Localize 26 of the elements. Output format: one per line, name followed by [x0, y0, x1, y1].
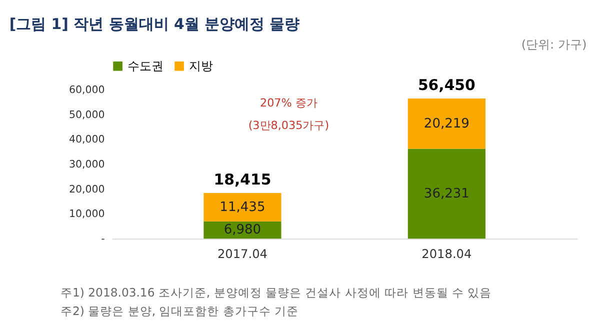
x-tick-label: 2017.04	[217, 246, 268, 261]
x-tick-label: 2018.04	[422, 246, 472, 261]
total-label: 18,415	[214, 170, 272, 189]
data-label: 6,980	[224, 222, 262, 238]
bar	[408, 98, 486, 149]
y-tick-label: 10,000	[68, 208, 105, 220]
text: 주2) 물량은 분양, 임대포함한 총가구수 기준	[60, 304, 299, 318]
legend-label: 수도권	[128, 58, 164, 73]
total-label: 56,450	[418, 76, 476, 94]
annotation: (3만8,035가구)	[248, 118, 330, 132]
y-tick-label: 60,000	[68, 84, 105, 96]
annotation: 207% 증가	[260, 96, 318, 110]
data-label: 36,231	[424, 186, 470, 202]
y-tick-label: 40,000	[68, 134, 105, 146]
chart-title: [그림 1] 작년 동월대비 4월 분양예정 물량	[9, 15, 300, 34]
bar	[408, 148, 486, 239]
y-tick-label: 30,000	[68, 158, 105, 170]
y-tick-label: 50,000	[68, 108, 105, 121]
y-tick-label: 20,000	[68, 183, 105, 196]
data-label: 20,219	[424, 116, 470, 132]
text: (단위: 가구)	[521, 38, 587, 52]
data-label: 11,435	[220, 200, 266, 215]
bar	[204, 192, 282, 222]
legend-label: 지방	[189, 58, 214, 73]
text: 주1) 2018.03.16 조사기준, 분양예정 물량은 건설사 사정에 따라 변동될 수 있음	[60, 285, 492, 300]
y-tick-label: -	[101, 232, 106, 245]
